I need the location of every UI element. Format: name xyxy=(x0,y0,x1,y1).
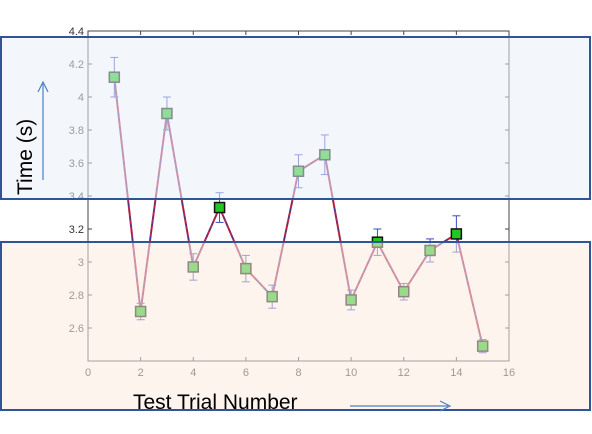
y-tick-label: 4.4 xyxy=(69,26,84,38)
lower-highlight-band xyxy=(0,241,591,411)
x-axis-label: Test Trial Number xyxy=(133,391,298,414)
data-point xyxy=(450,228,463,240)
y-axis-label: Time (s) xyxy=(14,118,37,195)
y-tick-label: 3.2 xyxy=(69,224,84,236)
upper-highlight-band xyxy=(0,36,591,200)
x-axis-arrow-head xyxy=(439,400,452,412)
data-point xyxy=(213,201,226,214)
y-axis-arrow-head xyxy=(37,80,49,93)
axis-arrows xyxy=(37,80,452,412)
highlight-bands xyxy=(0,36,591,411)
